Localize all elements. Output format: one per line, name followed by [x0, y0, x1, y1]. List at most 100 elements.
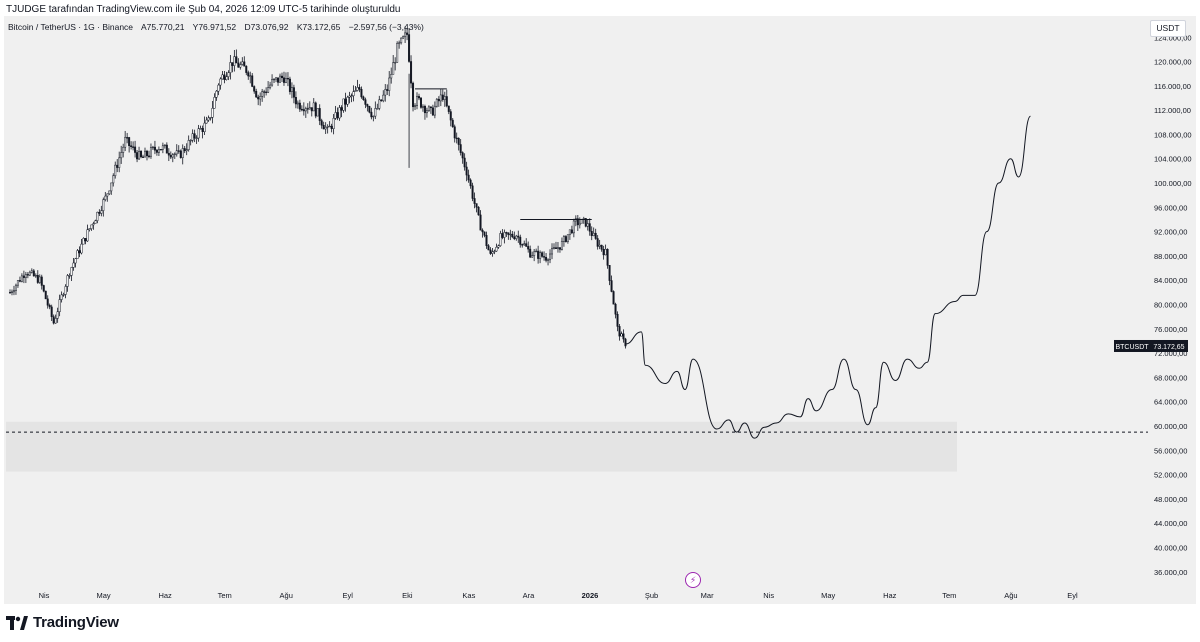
lightning-icon[interactable]: ⚡ [685, 572, 701, 588]
candle-body [48, 304, 51, 308]
candle-body [475, 203, 478, 208]
candle-body [551, 247, 554, 255]
candle-body [267, 87, 270, 93]
candle-body [342, 98, 345, 111]
y-tick-label: 60.000,00 [1154, 422, 1187, 431]
y-tick-label: 44.000,00 [1154, 519, 1187, 528]
candle-body [491, 251, 494, 254]
candle-body [175, 150, 178, 155]
candle-body [539, 252, 542, 259]
candle-body [588, 223, 591, 232]
candle-body [594, 232, 597, 239]
candle-body [140, 150, 143, 158]
candle-body [322, 125, 325, 130]
candle-body [138, 150, 141, 160]
candle-body [28, 271, 31, 276]
candle-body [402, 36, 405, 39]
x-tick-label: Haz [883, 591, 897, 600]
candle-body [16, 280, 19, 286]
candle-body [610, 280, 613, 292]
candle-body [195, 137, 198, 140]
y-tick-label: 108.000,00 [1154, 130, 1192, 139]
candle-body [568, 229, 571, 235]
candle-body [179, 150, 182, 158]
candle-body [169, 154, 172, 158]
candle-body [425, 110, 428, 114]
candle-body [370, 111, 373, 118]
candle-body [485, 235, 488, 246]
x-tick-label: Nis [763, 591, 774, 600]
candle-body [439, 94, 442, 102]
projection-path [625, 115, 1031, 439]
candle-body [269, 84, 272, 88]
candle-body [201, 128, 204, 133]
candle-body [408, 34, 411, 62]
candle-body [360, 89, 363, 98]
candle-body [515, 235, 518, 240]
candle-body [372, 115, 375, 118]
tradingview-logo[interactable]: TradingView [6, 614, 119, 631]
candle-body [40, 276, 43, 286]
candle-body [12, 290, 15, 293]
candle-body [58, 299, 61, 312]
candle-body [155, 149, 158, 153]
candle-body [265, 91, 268, 93]
candle-body [219, 78, 222, 86]
candle-body [26, 274, 29, 276]
candle-body [10, 291, 13, 293]
candle-body [104, 195, 107, 200]
candle-body [207, 117, 210, 121]
candle-body [42, 285, 45, 292]
candle-body [376, 108, 379, 110]
x-tick-label: Eki [402, 591, 413, 600]
chart-area[interactable] [4, 16, 1196, 604]
candle-body [290, 87, 293, 92]
candle-body [517, 235, 520, 238]
candle-body [419, 97, 422, 108]
ohlc-low: D73.076,92 [244, 22, 289, 32]
candle-body [38, 276, 41, 283]
candle-body [554, 247, 557, 249]
candle-body [519, 236, 522, 245]
candle-body [20, 275, 23, 282]
currency-badge[interactable]: USDT [1150, 20, 1186, 37]
candle-body [416, 96, 419, 106]
footer: TradingView [0, 604, 1200, 642]
candle-body [60, 294, 63, 300]
candle-body [445, 96, 448, 107]
candle-body [251, 75, 254, 87]
candle-body [145, 150, 148, 157]
candle-body [149, 147, 152, 157]
candle-body [70, 267, 73, 276]
candle-body [233, 56, 236, 66]
candle-body [429, 106, 432, 109]
candle-body [620, 333, 623, 337]
candle-body [541, 252, 544, 257]
x-tick-label: 2026 [582, 591, 599, 600]
candle-body [177, 150, 180, 152]
x-tick-label: Tem [218, 591, 232, 600]
candle-body [245, 65, 248, 73]
candle-body [22, 275, 25, 278]
candle-body [304, 108, 307, 112]
candle-body [46, 298, 49, 306]
candle-body [350, 95, 353, 97]
candle-body [479, 214, 482, 231]
candle-body [564, 236, 567, 242]
candle-body [108, 190, 111, 195]
candle-body [495, 246, 498, 252]
candle-body [217, 84, 220, 92]
candle-body [163, 144, 166, 147]
candle-body [392, 62, 395, 75]
candle-body [96, 211, 99, 221]
candle-body [501, 233, 504, 238]
candle-body [120, 152, 123, 159]
candle-body [487, 245, 490, 251]
candle-body [257, 96, 260, 100]
candle-body [362, 96, 365, 100]
candle-body [556, 247, 559, 249]
candle-body [318, 108, 321, 121]
candle-body [356, 87, 359, 91]
candle-body [549, 253, 552, 261]
